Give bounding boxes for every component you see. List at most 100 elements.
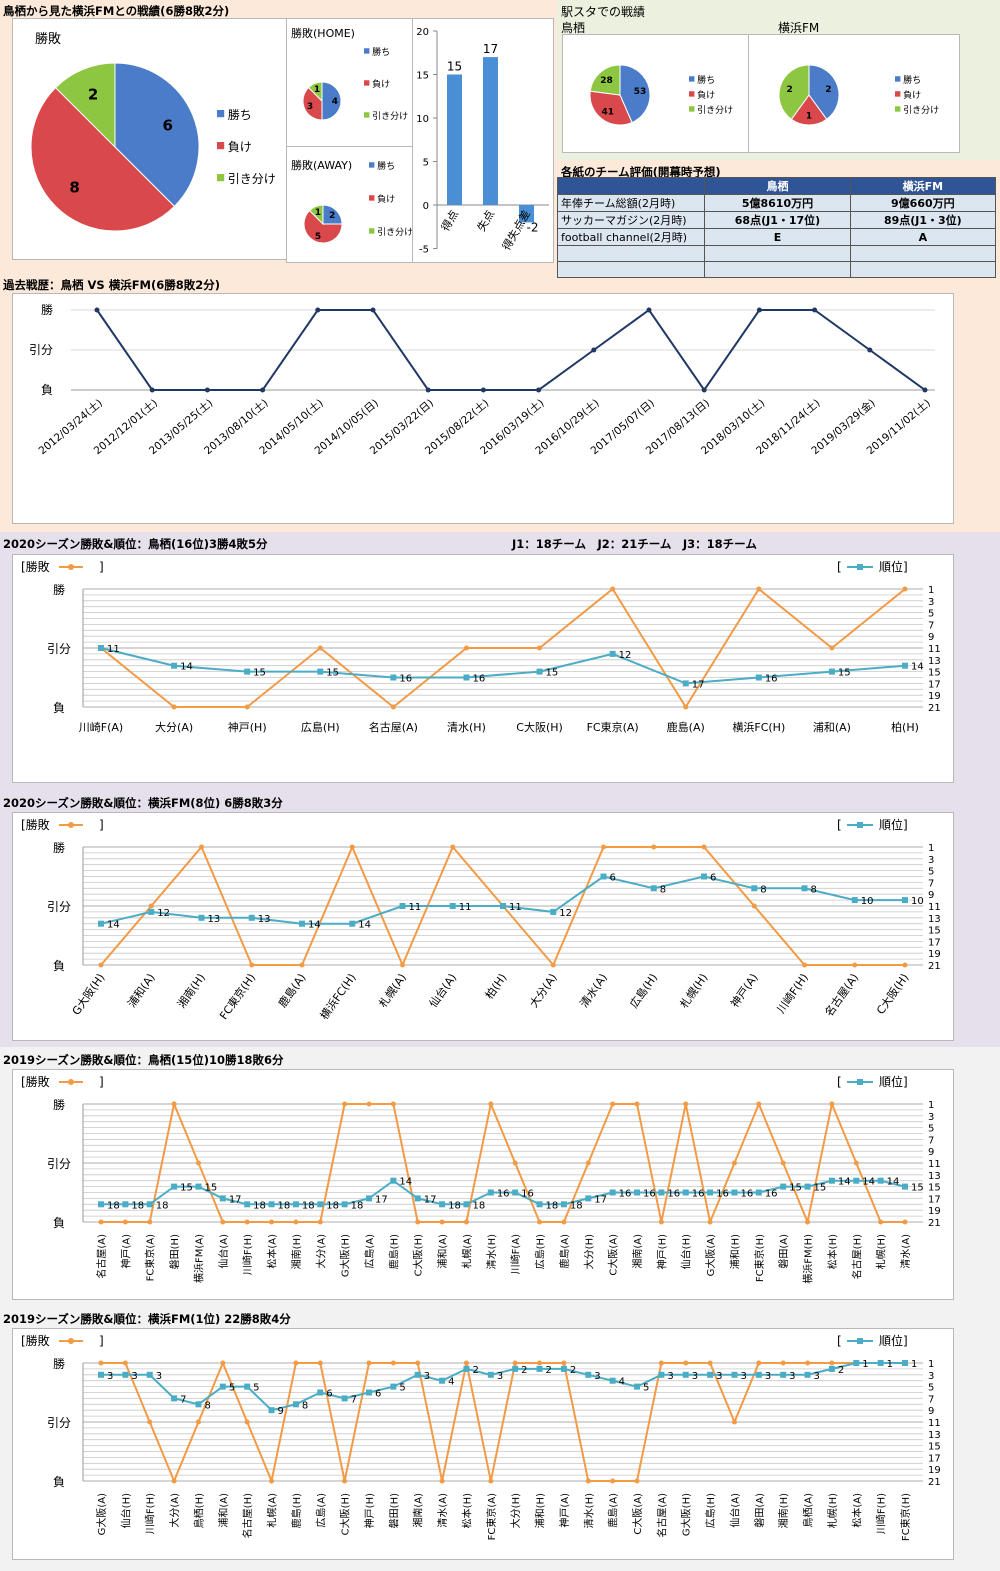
rank-point [560, 1201, 567, 1208]
result-point [902, 1219, 908, 1225]
history-result-point [425, 387, 431, 393]
match-label: G大阪(H) [339, 1234, 352, 1277]
rank-label: 5 [399, 1383, 405, 1394]
result-point [269, 1219, 275, 1225]
goals-bar-label: -2 [527, 220, 539, 234]
rank-point [463, 1201, 470, 1208]
match-label: 清水(A) [899, 1234, 912, 1269]
result-point [585, 1160, 591, 1166]
result-point [829, 1360, 835, 1366]
rank-point [98, 1371, 104, 1378]
rank-point [268, 1201, 275, 1208]
match-label: 川崎F(H) [875, 1493, 888, 1534]
result-point [450, 844, 456, 850]
result-point [707, 1219, 713, 1225]
stadium-yfm-label: 横浜FM [778, 21, 820, 35]
evaluation-header [556, 177, 706, 195]
rank-point [780, 1183, 787, 1190]
match-label: 神戸(A) [558, 1493, 571, 1528]
rank-tick: 13 [928, 914, 941, 925]
result-ylabel: 引分 [47, 1157, 71, 1171]
legend-bracket: ] [99, 1075, 104, 1089]
evaluation-row: football channel(2月時) E A [556, 228, 997, 246]
rank-point [780, 1371, 787, 1378]
rank-point [536, 1201, 543, 1208]
rank-point [146, 1201, 153, 1208]
result-point [634, 1478, 640, 1484]
rank-point [390, 674, 397, 681]
rank-label: 15 [253, 668, 266, 679]
legend-result-marker [68, 564, 74, 570]
stadium-tosu-slice-label: 28 [600, 76, 613, 86]
rank-point [550, 908, 557, 915]
match-label: 広島(H) [534, 1234, 547, 1269]
match-label: 浦和(H) [728, 1234, 741, 1269]
result-point [293, 1360, 299, 1366]
rank-point [902, 1360, 908, 1366]
rank-point [244, 1201, 251, 1208]
result-point [390, 704, 396, 710]
match-label: 柏(H) [891, 720, 919, 734]
rank-label: 4 [619, 1377, 625, 1388]
rank-label: 18 [448, 1200, 461, 1211]
match-label: 名古屋(H) [241, 1493, 254, 1538]
away-pie-slice-label: 5 [315, 232, 321, 242]
rank-tick: 1 [928, 843, 934, 854]
result-point [98, 1360, 104, 1366]
rank-tick: 17 [928, 1453, 941, 1464]
result-point [463, 645, 469, 651]
rank-point [317, 1201, 324, 1208]
home-pie-slice [321, 81, 342, 121]
rank-tick: 19 [928, 1465, 941, 1476]
match-label: FC東京(H) [216, 971, 258, 1022]
result-point [269, 1478, 275, 1484]
match-label: FC東京(A) [144, 1234, 157, 1281]
result-point [550, 962, 556, 968]
result-line [101, 1360, 905, 1485]
history-result-point [149, 387, 155, 393]
match-label: 大分(A) [314, 1234, 327, 1269]
home-pie-slice [307, 81, 323, 103]
evaluation-table: 鳥栖 横浜FM 年俸チーム総額(2月時) 5億8610万円 9億660万円 サッカーマガジ… [556, 177, 997, 278]
rank-point [600, 873, 607, 880]
rank-label: 16 [692, 1189, 705, 1200]
match-label: 浦和(A) [217, 1493, 230, 1528]
legend-rank: 順位] [879, 559, 908, 574]
rank-point [877, 1177, 884, 1184]
rank-point [341, 1395, 348, 1402]
history-result-point [480, 387, 486, 393]
rank-point [609, 1377, 616, 1384]
rank-point [317, 668, 324, 675]
h2h-pie-slice-label: 2 [88, 85, 98, 103]
match-label: 鹿島(A) [607, 1493, 620, 1528]
result-point [366, 1360, 372, 1366]
match-label: 大分(H) [582, 1234, 595, 1269]
history-result-point [260, 387, 266, 393]
result-point [390, 1360, 396, 1366]
match-label: 仙台(A) [426, 971, 459, 1010]
history-panel: 勝引分負 2012/03/24(土) 2012/12/01(土) 2013/05/25… [12, 293, 954, 524]
rank-label: 15 [814, 1183, 827, 1194]
result-point [317, 1219, 323, 1225]
result-point [195, 1419, 201, 1425]
rank-label: 1 [887, 1359, 893, 1370]
rank-label: 8 [660, 884, 666, 895]
rank-label: 7 [180, 1394, 186, 1405]
evaluation-row [556, 245, 997, 262]
result-point [317, 645, 323, 651]
match-label: C大阪(H) [516, 720, 563, 734]
result-point [561, 1219, 567, 1225]
away-pie-legend-swatch [369, 162, 375, 168]
goals-bar-label: 15 [447, 60, 462, 74]
match-label: G大阪(A) [704, 1234, 717, 1276]
rank-tick: 13 [928, 1171, 941, 1182]
rank-point [853, 1360, 860, 1366]
history-result-point [370, 307, 376, 313]
stadium-tosu-legend-label: 負け [697, 89, 715, 101]
result-line [100, 587, 906, 709]
match-label: 松本(H) [460, 1493, 473, 1528]
match-label: 清水(A) [436, 1493, 449, 1528]
